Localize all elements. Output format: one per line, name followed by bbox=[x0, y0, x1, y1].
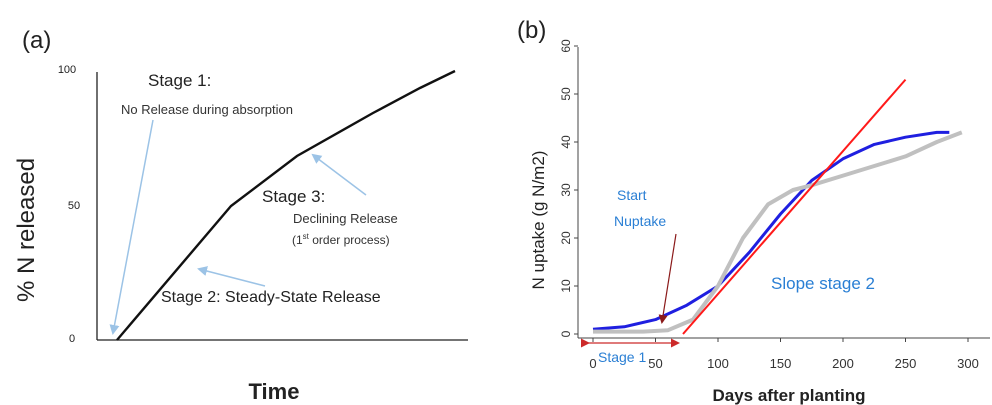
panel-b-ytick-40: 40 bbox=[559, 135, 573, 149]
panel-a-ytick-0: 0 bbox=[69, 333, 75, 345]
panel-a: (a) 0 50 100 % N released Time Stage 1: … bbox=[13, 27, 468, 404]
stage3-line2-post: order process) bbox=[309, 233, 390, 247]
panel-a-ytick-50: 50 bbox=[68, 200, 80, 212]
panel-a-label: (a) bbox=[22, 27, 51, 54]
stage1-range-label: Stage 1 bbox=[598, 349, 646, 365]
stage2-arrow bbox=[197, 266, 266, 287]
panel-b-xtick-300: 300 bbox=[957, 356, 979, 371]
panel-a-ytick-100: 100 bbox=[58, 64, 76, 76]
panel-b-label: (b) bbox=[517, 17, 546, 44]
start-nuptake-line2: Nuptake bbox=[614, 213, 666, 229]
stage3-line2: (1st order process) bbox=[292, 232, 390, 247]
stage1-arrow bbox=[109, 119, 154, 335]
panel-a-xlabel: Time bbox=[249, 379, 300, 404]
stage1-title: Stage 1: bbox=[148, 71, 211, 90]
panel-b-red-slope-line bbox=[682, 78, 907, 335]
stage3-arrow bbox=[311, 153, 367, 196]
stage3-line1: Declining Release bbox=[293, 211, 398, 226]
start-nuptake-line1: Start bbox=[617, 187, 647, 203]
panel-b-xticks: 0 50 100 150 200 250 300 bbox=[589, 338, 979, 371]
panel-b-xtick-150: 150 bbox=[770, 356, 792, 371]
panel-a-release-curve bbox=[116, 69, 456, 341]
panel-b-ytick-60: 60 bbox=[559, 39, 573, 53]
panel-b-ytick-20: 20 bbox=[559, 231, 573, 245]
panel-b-ytick-30: 30 bbox=[559, 183, 573, 197]
stage1-text: No Release during absorption bbox=[121, 102, 293, 117]
panel-b-xtick-100: 100 bbox=[707, 356, 729, 371]
panel-b-lines bbox=[592, 78, 963, 335]
panel-b: (b) 0 10 20 30 40 50 60 0 50 100 150 200 250 300 N u… bbox=[517, 17, 990, 405]
panel-b-ytick-0: 0 bbox=[559, 330, 573, 337]
panel-b-blue-curve bbox=[592, 130, 950, 331]
panel-b-ytick-50: 50 bbox=[559, 87, 573, 101]
panel-b-xlabel: Days after planting bbox=[712, 386, 865, 405]
panel-b-xtick-250: 250 bbox=[895, 356, 917, 371]
start-nuptake-arrow bbox=[658, 233, 677, 324]
panel-b-ylabel: N uptake (g N/m2) bbox=[529, 151, 548, 290]
panel-b-yticks: 0 10 20 30 40 50 60 bbox=[559, 39, 578, 337]
panel-b-grey-curve bbox=[593, 130, 963, 334]
panel-b-xtick-50: 50 bbox=[648, 356, 662, 371]
stage3-line2-pre: (1 bbox=[292, 233, 303, 247]
stage3-title: Stage 3: bbox=[262, 187, 325, 206]
stage2-text: Stage 2: Steady-State Release bbox=[161, 289, 381, 306]
panel-b-xtick-200: 200 bbox=[832, 356, 854, 371]
panel-b-xtick-0: 0 bbox=[589, 356, 596, 371]
stage3-line2-sup: st bbox=[303, 232, 310, 241]
slope-stage2-label: Slope stage 2 bbox=[771, 274, 875, 293]
panel-b-ytick-10: 10 bbox=[559, 279, 573, 293]
panel-a-ylabel: % N released bbox=[13, 158, 40, 302]
